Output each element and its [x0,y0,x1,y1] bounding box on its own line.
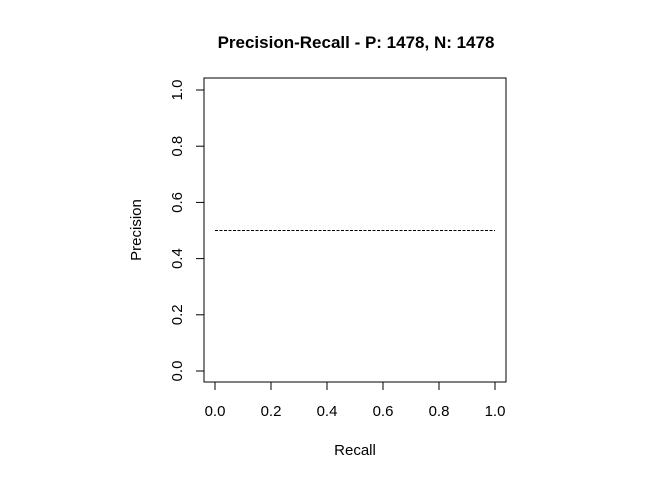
y-tick-label: 0.2 [169,304,186,325]
y-axis-ticks: 0.0 0.2 0.4 0.6 0.8 1.0 [169,80,204,382]
x-tick-label: 0.4 [317,403,338,420]
x-axis-label: Recall [334,442,376,459]
x-tick-label: 0.0 [205,403,226,420]
x-tick-label: 0.2 [261,403,282,420]
y-tick-label: 0.6 [169,192,186,213]
x-axis-ticks: 0.0 0.2 0.4 0.6 0.8 1.0 [205,382,506,420]
y-tick-label: 1.0 [169,80,186,101]
x-tick-label: 0.6 [373,403,394,420]
x-tick-label: 1.0 [485,403,506,420]
y-tick-label: 0.0 [169,361,186,382]
chart-title: Precision-Recall - P: 1478, N: 1478 [218,33,495,52]
y-tick-label: 0.8 [169,136,186,157]
x-tick-label: 0.8 [429,403,450,420]
y-tick-label: 0.4 [169,248,186,269]
y-axis-label: Precision [128,199,145,261]
